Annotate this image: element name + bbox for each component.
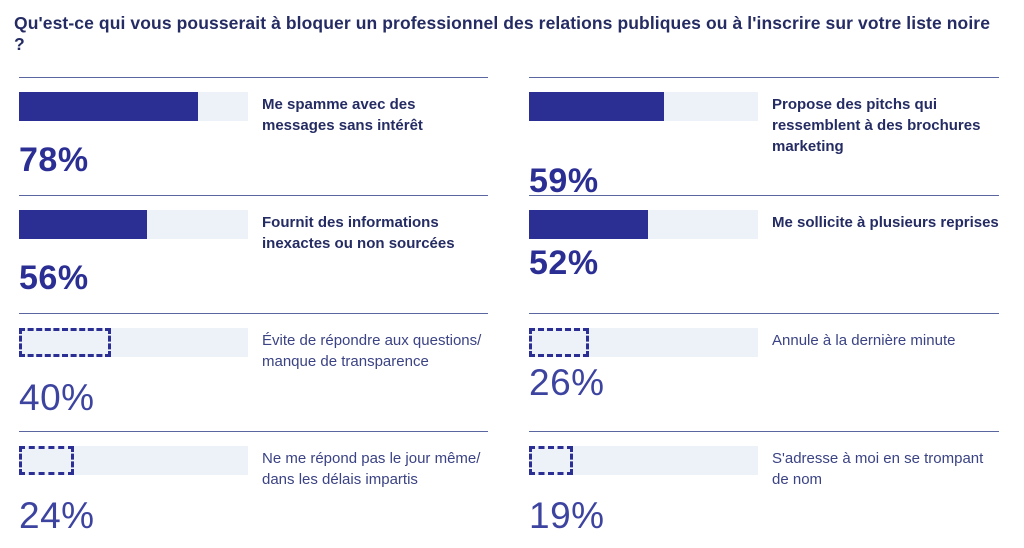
- bar-fill-solid: [529, 210, 649, 239]
- chart-title: Qu'est-ce qui vous pousserait à bloquer …: [14, 13, 991, 54]
- separator-line: [19, 313, 488, 314]
- bar-fill-solid: [19, 210, 148, 239]
- bar-label: Fournit des informations inexactes ou no…: [262, 214, 455, 252]
- bar-row: Me spamme avec des messages sans intérêt: [19, 92, 488, 136]
- separator-line: [529, 195, 999, 196]
- bar-label: Annule à la dernière minute: [772, 332, 956, 349]
- bar-item: Propose des pitchs qui ressemblent à des…: [529, 77, 999, 200]
- separator-line: [19, 195, 488, 196]
- bar-percentage: 78%: [19, 141, 89, 179]
- bar-row: Évite de répondre aux questions/ manque …: [19, 328, 488, 372]
- bar-row: Fournit des informations inexactes ou no…: [19, 210, 488, 254]
- bar-item: Annule à la dernière minute 26%: [529, 313, 999, 431]
- bar-row: Annule à la dernière minute: [529, 328, 999, 357]
- bar-track: [19, 92, 248, 121]
- bar-percentage: 59%: [529, 162, 599, 200]
- bar-label: Ne me répond pas le jour même/ dans les …: [262, 450, 481, 488]
- bar-row: Propose des pitchs qui ressemblent à des…: [529, 92, 999, 157]
- bar-fill-dashed: [19, 328, 111, 357]
- bar-percentage: 26%: [529, 362, 605, 403]
- bar-label: S'adresse à moi en se trompant de nom: [772, 450, 984, 488]
- bar-fill-dashed: [529, 328, 589, 357]
- bar-item: Ne me répond pas le jour même/ dans les …: [19, 431, 488, 548]
- bar-track: [529, 446, 758, 475]
- bar-track: [19, 210, 248, 239]
- bar-percentage: 40%: [19, 377, 95, 418]
- bar-item: Évite de répondre aux questions/ manque …: [19, 313, 488, 431]
- bar-row: S'adresse à moi en se trompant de nom: [529, 446, 999, 490]
- separator-line: [529, 431, 999, 432]
- bar-item: Me spamme avec des messages sans intérêt…: [19, 77, 488, 195]
- bar-item: Me sollicite à plusieurs reprises 52%: [529, 195, 999, 313]
- bar-track: [529, 92, 758, 121]
- bar-fill-dashed: [529, 446, 573, 475]
- bar-grid: Me spamme avec des messages sans intérêt…: [19, 77, 999, 548]
- bar-fill-solid: [529, 92, 665, 121]
- bar-percentage: 24%: [19, 495, 95, 536]
- bar-percentage: 19%: [529, 495, 605, 536]
- bar-label: Évite de répondre aux questions/ manque …: [262, 332, 482, 370]
- bar-item: Fournit des informations inexactes ou no…: [19, 195, 488, 313]
- bar-label: Me sollicite à plusieurs reprises: [772, 214, 999, 231]
- bar-item: S'adresse à moi en se trompant de nom 19…: [529, 431, 999, 548]
- bar-fill-dashed: [19, 446, 74, 475]
- bar-track: [19, 446, 248, 475]
- bar-label: Propose des pitchs qui ressemblent à des…: [772, 96, 981, 155]
- separator-line: [19, 431, 488, 432]
- bar-percentage: 56%: [19, 259, 89, 297]
- separator-line: [19, 77, 488, 78]
- bar-track: [529, 210, 758, 239]
- separator-line: [529, 313, 999, 314]
- separator-line: [529, 77, 999, 78]
- bar-row: Me sollicite à plusieurs reprises: [529, 210, 999, 239]
- bar-label: Me spamme avec des messages sans intérêt: [262, 96, 423, 134]
- bar-track: [19, 328, 248, 357]
- bar-fill-solid: [19, 92, 198, 121]
- bar-track: [529, 328, 758, 357]
- bar-percentage: 52%: [529, 244, 599, 282]
- bar-row: Ne me répond pas le jour même/ dans les …: [19, 446, 488, 490]
